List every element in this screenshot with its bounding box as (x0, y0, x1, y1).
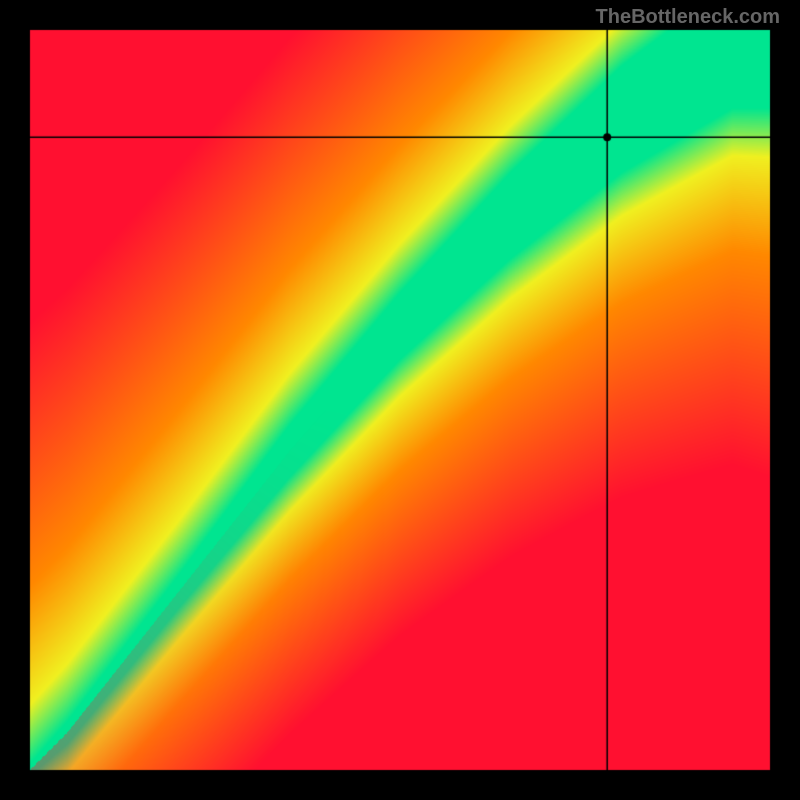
watermark-text: TheBottleneck.com (596, 6, 780, 29)
chart-container: { "canvas": { "width": 800, "height": 80… (0, 0, 800, 800)
heatmap-canvas (0, 0, 800, 800)
